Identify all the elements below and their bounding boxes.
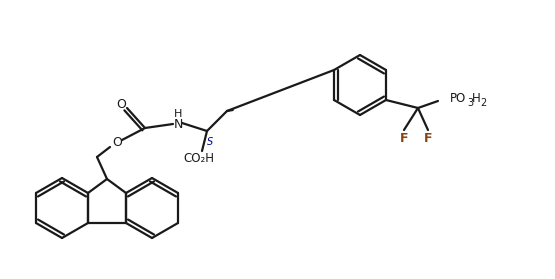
Text: PO: PO xyxy=(450,92,466,105)
Text: 3: 3 xyxy=(467,98,473,108)
Text: H: H xyxy=(472,92,481,105)
Text: F: F xyxy=(400,133,408,146)
Text: H: H xyxy=(174,109,182,119)
Text: S: S xyxy=(207,137,213,147)
Text: O: O xyxy=(112,136,122,150)
Text: CO₂H: CO₂H xyxy=(184,153,214,165)
Text: F: F xyxy=(423,133,432,146)
Text: 2: 2 xyxy=(480,98,486,108)
Text: O: O xyxy=(116,98,126,112)
Text: N: N xyxy=(173,119,183,131)
